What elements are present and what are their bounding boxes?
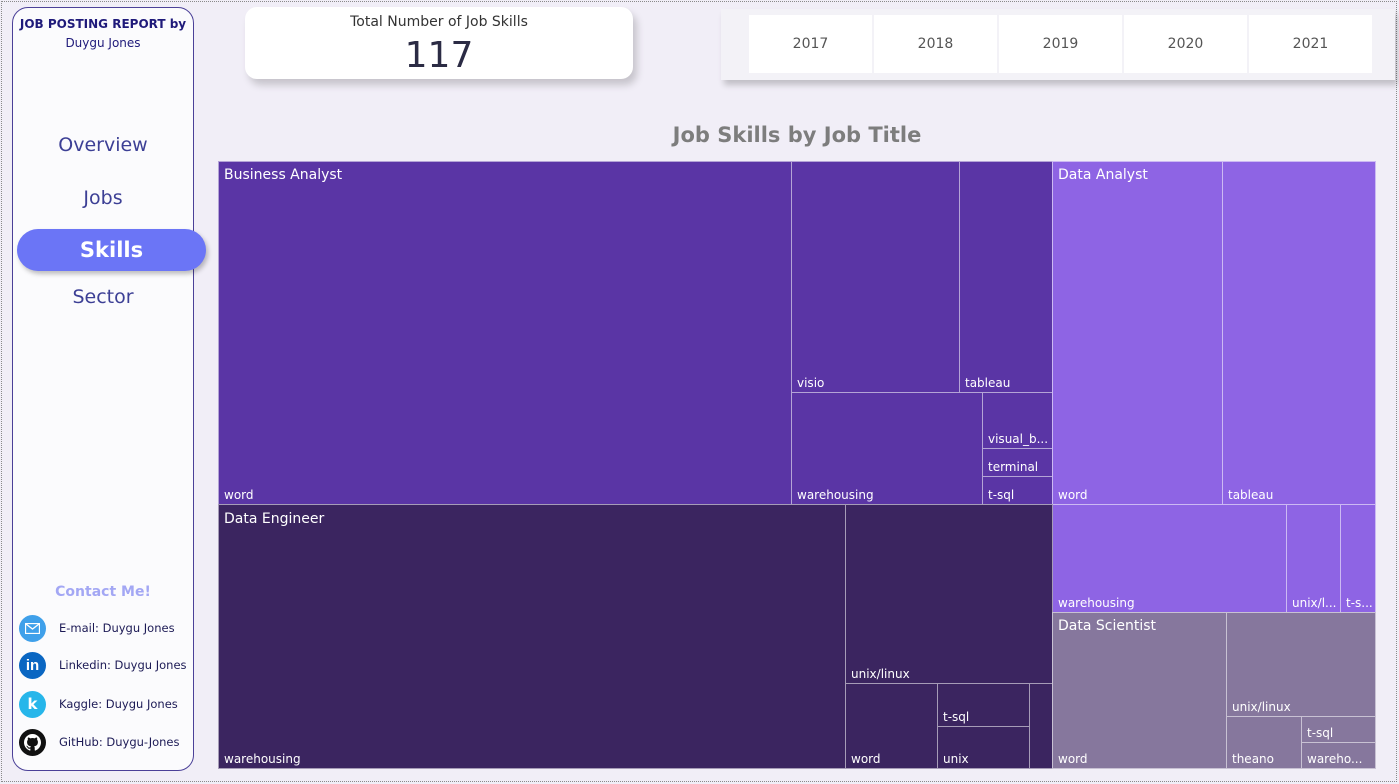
treemap-cell[interactable]: unix/linux (845, 504, 1053, 684)
cell-label: visio (797, 376, 825, 390)
year-button[interactable]: 2018 (874, 15, 997, 73)
email-label: E-mail: Duygu Jones (59, 621, 175, 635)
group-label-data-scientist: Data Scientist (1058, 618, 1156, 634)
treemap-cell[interactable]: word (1052, 161, 1223, 505)
contact-title: Contact Me! (55, 584, 151, 600)
treemap-cell[interactable]: word (218, 161, 792, 505)
year-button[interactable]: 2021 (1249, 15, 1372, 73)
kaggle-label: Kaggle: Duygu Jones (59, 697, 178, 711)
cell-label: tableau (1228, 488, 1274, 502)
cell-label: warehousing (224, 752, 301, 766)
treemap-cell[interactable]: warehousing (218, 504, 846, 769)
treemap-cell[interactable]: terminal (982, 448, 1053, 477)
treemap-cell[interactable]: t-sql (982, 476, 1053, 505)
treemap-cell[interactable]: visio (791, 161, 960, 393)
treemap-cell[interactable]: visual_b... (982, 392, 1053, 449)
treemap-cell[interactable]: theano (1226, 716, 1302, 769)
cell-label: tableau (965, 376, 1011, 390)
kaggle-link[interactable]: k Kaggle: Duygu Jones (19, 690, 178, 718)
treemap-cell[interactable]: word (1052, 612, 1227, 769)
cell-label: warehousing (1058, 596, 1135, 610)
year-slicer: 2017 2018 2019 2020 2021 (721, 9, 1395, 80)
email-icon (19, 614, 46, 642)
cell-label: unix/linux (851, 667, 910, 681)
email-link[interactable]: E-mail: Duygu Jones (19, 614, 175, 642)
chart-title: Job Skills by Job Title (672, 123, 922, 147)
year-button[interactable]: 2017 (749, 15, 872, 73)
treemap-cell[interactable]: t-s... (1340, 504, 1376, 613)
cell-label: unix/linux (1232, 700, 1291, 714)
cell-label: word (851, 752, 881, 766)
cell-label: t-s... (1346, 596, 1373, 610)
treemap-cell[interactable]: tableau (1222, 161, 1376, 505)
year-button[interactable]: 2020 (1124, 15, 1247, 73)
kpi-card: Total Number of Job Skills 117 (245, 7, 633, 79)
treemap-cell[interactable]: t-sql (1301, 716, 1376, 743)
nav-jobs[interactable]: Jobs (83, 187, 123, 209)
cell-label: word (1058, 488, 1088, 502)
kpi-label: Total Number of Job Skills (350, 14, 528, 30)
treemap-cell[interactable]: word (845, 683, 938, 769)
treemap-cell[interactable] (1029, 683, 1053, 769)
kpi-value: 117 (404, 35, 474, 76)
treemap: word visio tableau warehousing visual_b.… (218, 161, 1376, 769)
cell-label: wareho... (1307, 752, 1363, 766)
nav-skills[interactable]: Skills (17, 229, 206, 271)
nav-overview[interactable]: Overview (58, 134, 148, 156)
treemap-cell[interactable]: unix/linux (1226, 612, 1376, 717)
group-label-data-analyst: Data Analyst (1058, 167, 1148, 183)
cell-label: visual_b... (988, 432, 1049, 446)
cell-label: word (1058, 752, 1088, 766)
cell-label: warehousing (797, 488, 874, 502)
treemap-cell[interactable]: t-sql (937, 683, 1030, 727)
cell-label: t-sql (943, 710, 970, 724)
cell-label: terminal (988, 460, 1039, 474)
cell-label: word (224, 488, 254, 502)
linkedin-link[interactable]: in Linkedin: Duygu Jones (19, 651, 187, 679)
report-author: Duygu Jones (65, 36, 141, 50)
github-link[interactable]: GitHub: Duygu-Jones (19, 728, 180, 756)
nav-sector[interactable]: Sector (72, 286, 134, 308)
treemap-cell[interactable]: wareho... (1301, 742, 1376, 769)
github-icon (19, 728, 46, 756)
report-title: JOB POSTING REPORT by (19, 17, 187, 31)
linkedin-icon: in (19, 651, 46, 679)
kaggle-icon: k (19, 690, 46, 718)
cell-label: unix (943, 752, 969, 766)
year-button[interactable]: 2019 (999, 15, 1122, 73)
treemap-cell[interactable]: unix (937, 726, 1030, 769)
cell-label: unix/l... (1292, 596, 1337, 610)
cell-label: t-sql (988, 488, 1015, 502)
treemap-cell[interactable]: unix/l... (1286, 504, 1341, 613)
sidebar: JOB POSTING REPORT by Duygu Jones Overvi… (12, 7, 194, 771)
github-label: GitHub: Duygu-Jones (59, 735, 180, 749)
treemap-cell[interactable]: tableau (959, 161, 1053, 393)
cell-label: t-sql (1307, 726, 1334, 740)
group-label-business-analyst: Business Analyst (224, 167, 343, 183)
treemap-cell[interactable]: warehousing (791, 392, 983, 505)
group-label-data-engineer: Data Engineer (224, 511, 325, 527)
linkedin-label: Linkedin: Duygu Jones (59, 658, 187, 672)
cell-label: theano (1232, 752, 1274, 766)
treemap-cell[interactable]: warehousing (1052, 504, 1287, 613)
